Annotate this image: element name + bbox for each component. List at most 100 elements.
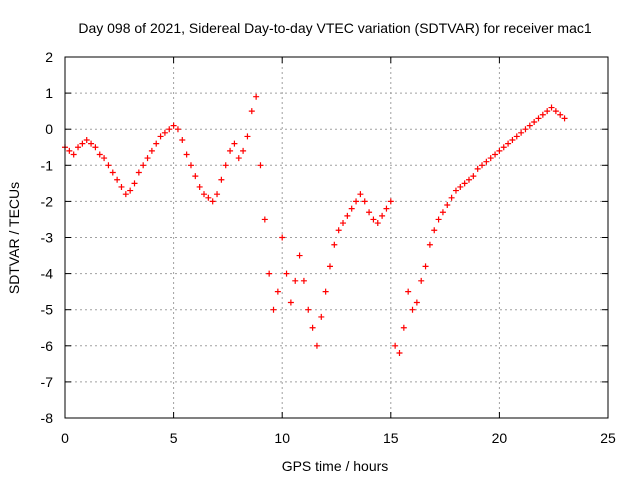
data-point <box>457 183 464 190</box>
data-point <box>396 350 403 357</box>
data-point <box>240 147 247 154</box>
data-point <box>500 144 507 151</box>
data-point <box>257 162 264 169</box>
data-point <box>296 252 303 259</box>
data-point <box>161 129 168 136</box>
data-point <box>413 299 420 306</box>
data-point <box>383 205 390 212</box>
data-point <box>505 140 512 147</box>
data-point <box>539 111 546 118</box>
data-point <box>465 176 472 183</box>
data-point <box>227 147 234 154</box>
data-point <box>214 191 221 198</box>
data-point <box>496 147 503 154</box>
data-point <box>127 187 134 194</box>
data-point <box>331 241 338 248</box>
data-point <box>392 342 399 349</box>
data-point <box>405 288 412 295</box>
data-point <box>518 129 525 136</box>
data-point <box>557 111 564 118</box>
data-point <box>353 198 360 205</box>
data-point <box>187 162 194 169</box>
data-point <box>166 126 173 133</box>
y-tick-label: -4 <box>41 266 54 282</box>
data-point <box>479 162 486 169</box>
chart-title: Day 098 of 2021, Sidereal Day-to-day VTE… <box>78 20 591 36</box>
data-point <box>470 173 477 180</box>
data-point <box>526 122 533 129</box>
axis-ticks <box>64 56 609 419</box>
data-point <box>444 202 451 209</box>
y-tick-label: -7 <box>41 374 54 390</box>
data-point <box>179 137 186 144</box>
data-point <box>101 155 108 162</box>
y-tick-label: -1 <box>41 157 54 173</box>
data-point <box>105 162 112 169</box>
x-tick-label: 5 <box>170 430 178 446</box>
x-tick-label: 15 <box>383 430 399 446</box>
data-point <box>196 183 203 190</box>
data-point <box>114 176 121 183</box>
data-point <box>474 165 481 172</box>
data-point <box>322 288 329 295</box>
data-point <box>244 133 251 140</box>
data-point <box>300 277 307 284</box>
data-point <box>183 151 190 158</box>
data-point <box>318 313 325 320</box>
data-point <box>118 183 125 190</box>
data-point <box>548 104 555 111</box>
data-point <box>531 118 538 125</box>
data-point <box>426 241 433 248</box>
data-point <box>335 227 342 234</box>
data-point <box>439 209 446 216</box>
data-point <box>261 216 268 223</box>
data-point <box>313 342 320 349</box>
data-point <box>400 324 407 331</box>
data-point <box>131 180 138 187</box>
data-point <box>205 194 212 201</box>
y-tick-label: -3 <box>41 230 54 246</box>
y-tick-label: 0 <box>45 121 53 137</box>
data-point <box>92 144 99 151</box>
data-point <box>535 115 542 122</box>
data-point <box>387 198 394 205</box>
data-point <box>452 187 459 194</box>
data-point <box>122 191 129 198</box>
data-point <box>544 108 551 115</box>
data-point <box>192 173 199 180</box>
x-tick-label: 0 <box>61 430 69 446</box>
data-point <box>235 155 242 162</box>
data-point <box>283 270 290 277</box>
data-point <box>483 158 490 165</box>
x-tick-labels: 0 5 10 15 20 25 <box>61 430 616 446</box>
data-point <box>561 115 568 122</box>
data-point <box>361 198 368 205</box>
data-point <box>135 169 142 176</box>
y-tick-label: -2 <box>41 193 54 209</box>
data-point <box>374 220 381 227</box>
data-point <box>83 137 90 144</box>
data-point <box>422 263 429 270</box>
data-point <box>274 288 281 295</box>
y-tick-labels: -8 -7 -6 -5 -4 -3 -2 -1 0 1 2 <box>41 49 54 426</box>
data-point <box>448 194 455 201</box>
data-point <box>174 126 181 133</box>
data-point <box>366 209 373 216</box>
data-point <box>96 151 103 158</box>
data-point <box>266 270 273 277</box>
data-markers <box>62 93 568 357</box>
data-point <box>305 306 312 313</box>
data-point <box>309 324 316 331</box>
data-point <box>222 162 229 169</box>
data-point <box>231 140 238 147</box>
data-point <box>140 162 147 169</box>
data-point <box>552 108 559 115</box>
data-point <box>379 212 386 219</box>
y-tick-label: -8 <box>41 410 54 426</box>
data-point <box>348 205 355 212</box>
data-point <box>70 151 77 158</box>
data-point <box>492 151 499 158</box>
data-point <box>218 176 225 183</box>
data-point <box>513 133 520 140</box>
